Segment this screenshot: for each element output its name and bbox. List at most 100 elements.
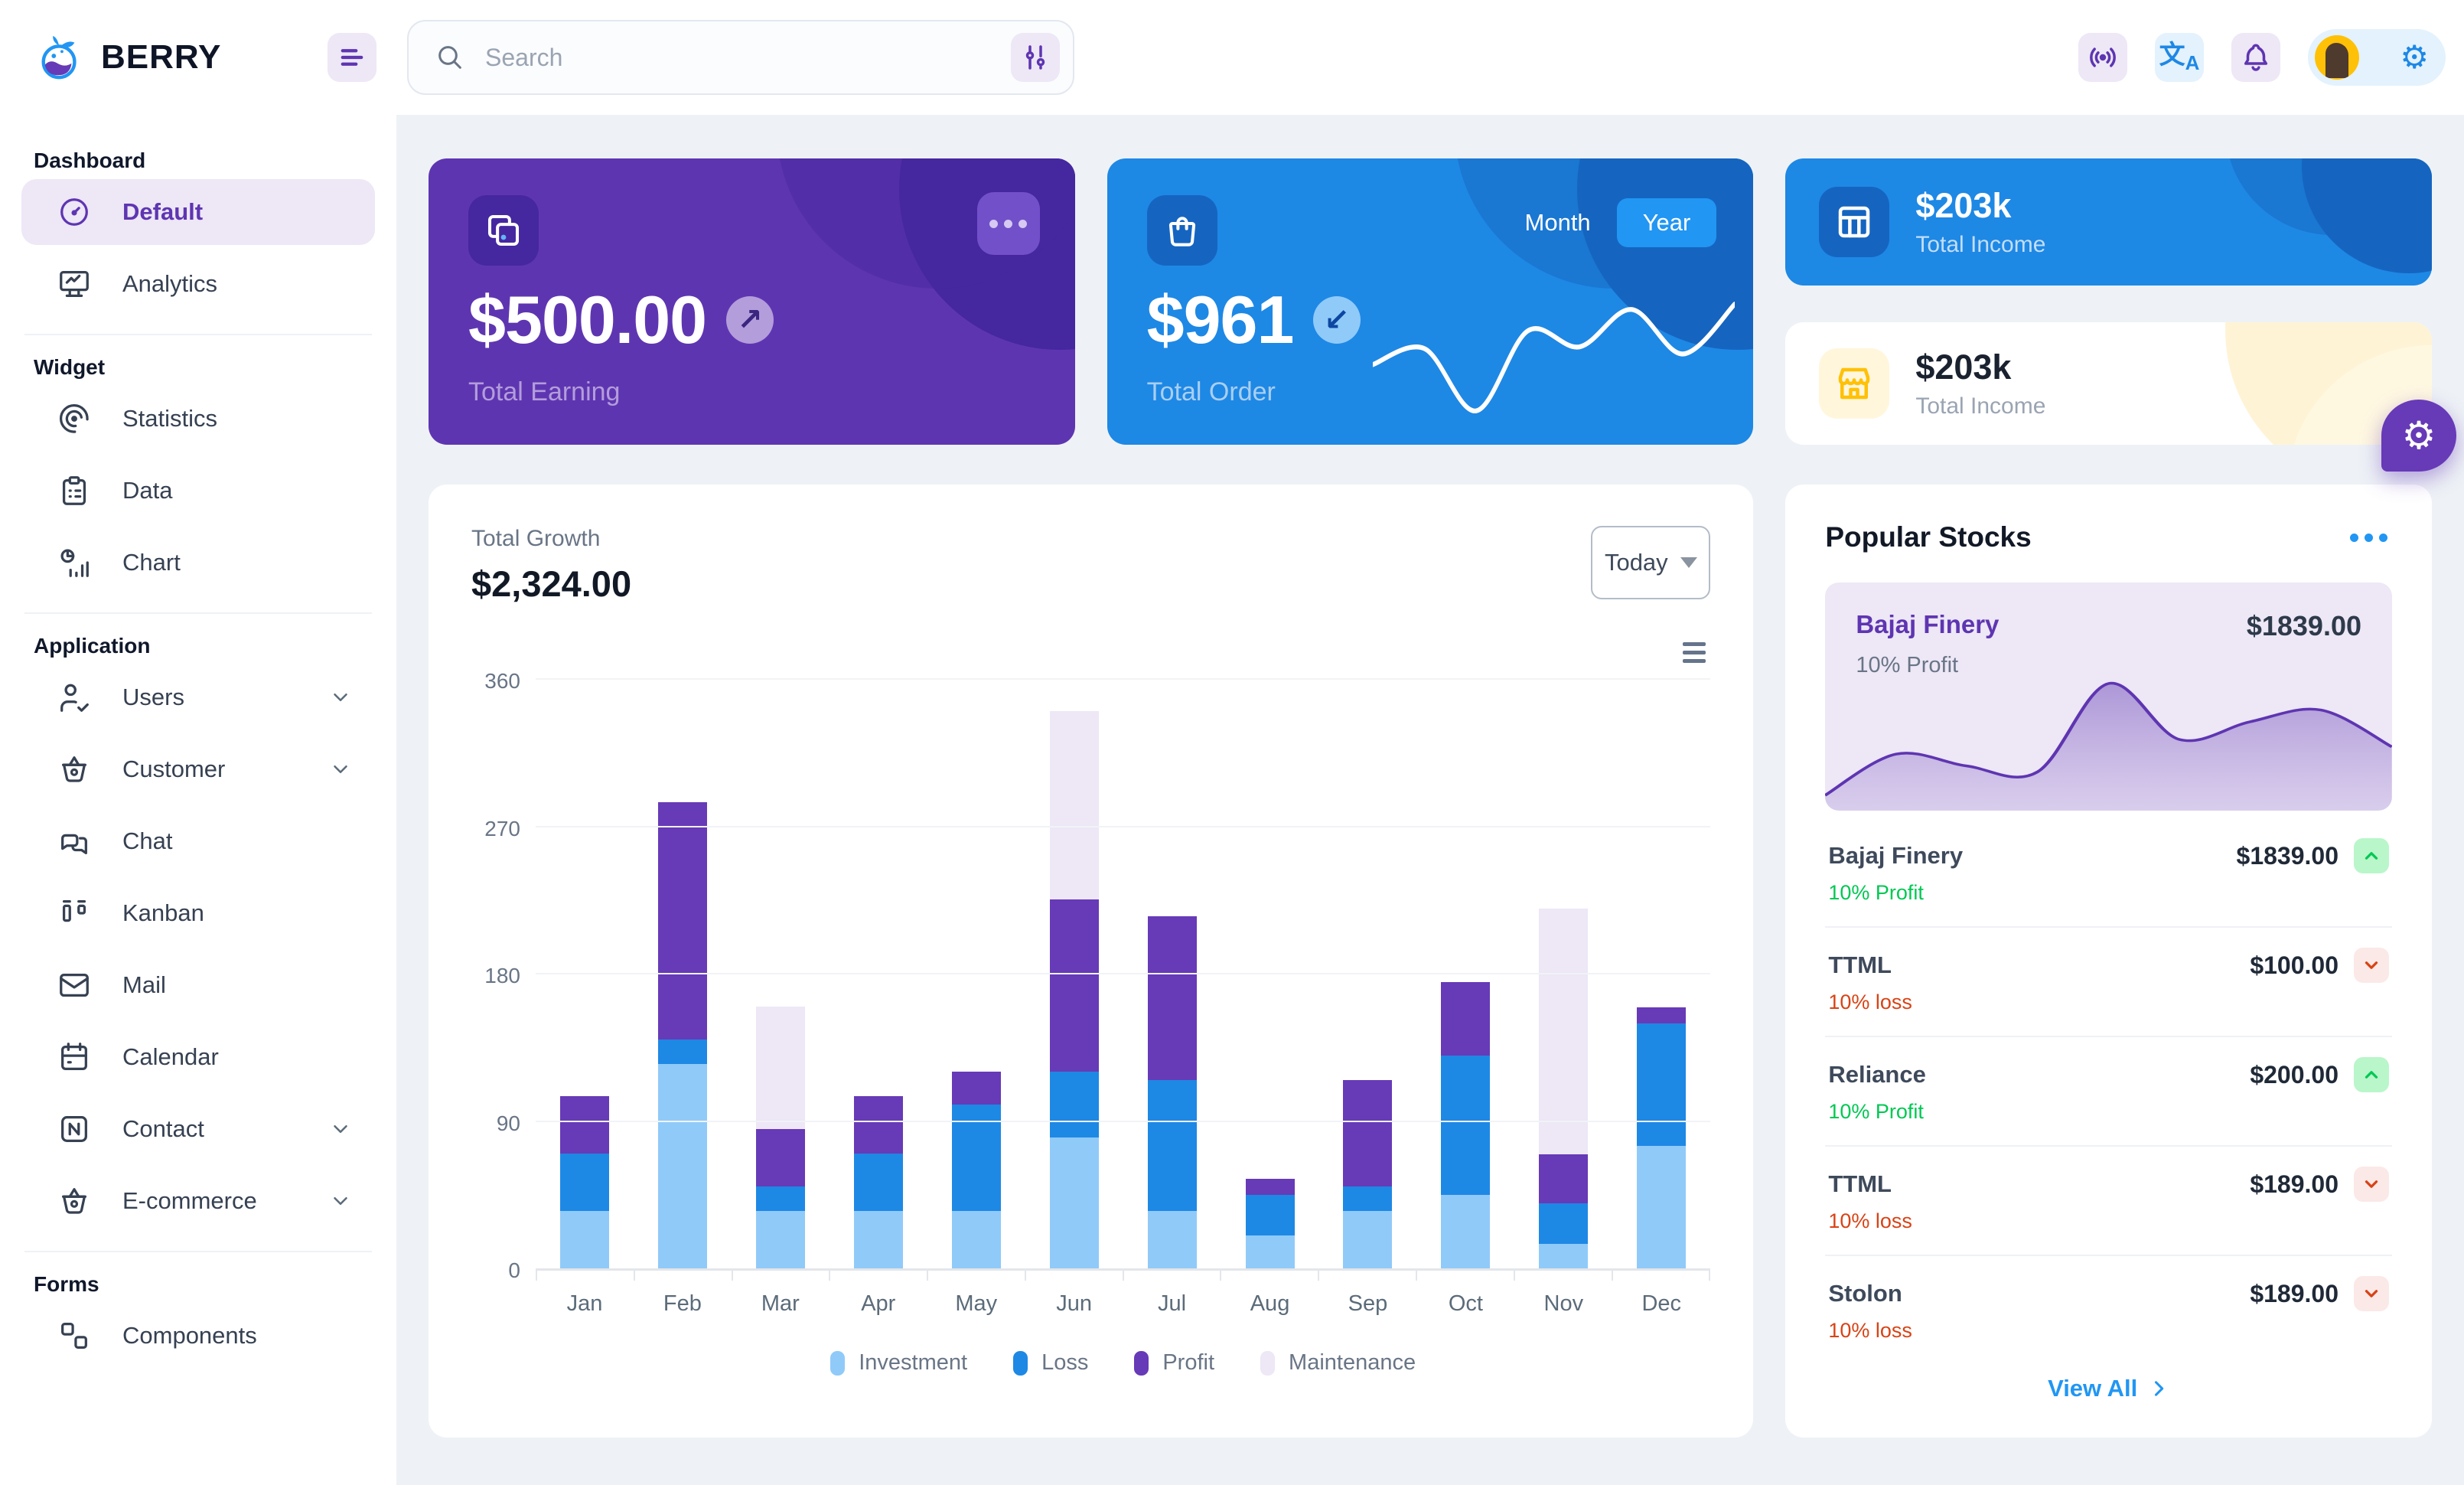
sidebar-item-e-commerce[interactable]: E-commerce — [21, 1168, 375, 1234]
sidebar: Dashboard Default Analytics Widget Statistic… — [0, 115, 398, 1485]
broadcast-icon — [2090, 47, 2116, 67]
axis-tick — [829, 1271, 927, 1281]
search-input[interactable] — [485, 43, 1011, 72]
sidebar-item-calendar[interactable]: Calendar — [21, 1024, 375, 1090]
legend-swatch — [1260, 1350, 1276, 1376]
bar-segment-investment — [1637, 1146, 1687, 1268]
income-light-avatar — [1819, 348, 1890, 419]
chevron-down-icon — [329, 1190, 352, 1212]
stock-row-reliance: Reliance $200.00 10% Profit — [1825, 1037, 2392, 1147]
sidebar-item-users[interactable]: Users — [21, 664, 375, 730]
bar-segment-loss — [559, 1154, 609, 1211]
bar-segment-investment — [1147, 1211, 1197, 1268]
popular-stocks-panel: Popular Stocks Bajaj Finery $1839.00 10%… — [1785, 485, 2432, 1438]
y-axis-tick-label: 90 — [496, 1111, 520, 1135]
copy-cards-icon — [487, 214, 520, 246]
income-light-amount: $203k — [1915, 348, 2012, 387]
sidebar-item-label: Kanban — [122, 899, 204, 926]
sidebar-item-contact[interactable]: Contact — [21, 1096, 375, 1162]
search-icon — [438, 46, 461, 69]
legend-item-loss[interactable]: Loss — [1013, 1350, 1088, 1376]
stacked-bar-dec — [1637, 1007, 1687, 1268]
sidebar-item-label: Data — [122, 477, 173, 504]
x-axis-label: Aug — [1250, 1291, 1290, 1316]
month-toggle-button[interactable]: Month — [1524, 209, 1591, 236]
stock-name: TTML — [1828, 951, 1892, 978]
sidebar-item-data[interactable]: Data — [21, 458, 375, 524]
earning-more-button[interactable] — [976, 192, 1040, 255]
legend-item-maintenance[interactable]: Maintenance — [1260, 1350, 1416, 1376]
growth-bar-chart: 0 90 180 270 360 Jan Feb Mar Apr May Jun Jul Aug Sep… — [471, 669, 1711, 1376]
chart-menu-button[interactable] — [1683, 642, 1706, 663]
avatar — [2315, 35, 2359, 80]
stacked-bar-jan — [559, 1096, 609, 1268]
bar-segment-investment — [1539, 1244, 1589, 1268]
period-select[interactable]: Today — [1591, 526, 1711, 599]
bar-segment-profit — [853, 1096, 903, 1154]
growth-label: Total Growth — [471, 526, 601, 551]
sidebar-item-label: Customer — [122, 756, 226, 782]
legend-item-profit[interactable]: Profit — [1134, 1350, 1214, 1376]
bar-segment-loss — [1539, 1203, 1589, 1244]
view-all-link[interactable]: View All — [1825, 1364, 2392, 1407]
bar-segment-investment — [1245, 1235, 1295, 1268]
stock-price: $200.00 — [2250, 1060, 2339, 1088]
theme-customize-button[interactable]: ⚙ — [2381, 400, 2456, 472]
chevron-down-icon — [329, 686, 352, 709]
sidebar-item-label: Contact — [122, 1115, 204, 1142]
bar-segment-maintenance — [1049, 711, 1099, 899]
stock-change-label: 10% loss — [1828, 1209, 1912, 1232]
sidebar-item-mail[interactable]: Mail — [21, 952, 375, 1018]
sidebar-item-label: E-commerce — [122, 1187, 257, 1214]
trend-up-badge: ↗ — [716, 286, 784, 354]
bar-segment-loss — [1245, 1195, 1295, 1235]
sidebar-item-analytics[interactable]: Analytics — [21, 251, 375, 317]
sidebar-item-label: Calendar — [122, 1043, 219, 1070]
live-status-button[interactable] — [2078, 33, 2127, 82]
view-all-label: View All — [2048, 1375, 2138, 1402]
legend-label: Investment — [859, 1350, 968, 1375]
stocks-title: Popular Stocks — [1825, 521, 2032, 553]
berry-logo-icon — [41, 35, 77, 80]
legend-item-investment[interactable]: Investment — [830, 1350, 967, 1376]
legend-swatch — [1013, 1350, 1028, 1376]
x-axis-label: Jan — [566, 1291, 603, 1316]
sidebar-item-customer[interactable]: Customer — [21, 736, 375, 802]
sidebar-item-default[interactable]: Default — [21, 179, 375, 245]
brand: BERRY — [37, 34, 230, 81]
y-axis-tick-label: 270 — [484, 816, 520, 840]
bar-segment-investment — [1343, 1211, 1393, 1268]
legend-swatch — [1134, 1350, 1149, 1376]
sidebar-item-statistics[interactable]: Statistics — [21, 386, 375, 452]
bar-segment-profit — [1539, 1154, 1589, 1203]
user-check-icon — [57, 680, 92, 715]
income-blue-label: Total Income — [1915, 232, 2046, 257]
bar-segment-profit — [657, 802, 707, 1040]
nfc-icon — [57, 1111, 92, 1147]
notifications-button[interactable] — [2231, 33, 2280, 82]
bar-segment-profit — [1637, 1007, 1687, 1023]
total-income-light-card: $203k Total Income — [1785, 322, 2432, 445]
trend-down-badge — [2354, 1167, 2389, 1202]
earning-avatar — [468, 195, 539, 266]
x-axis-label: Sep — [1348, 1291, 1388, 1316]
sidebar-toggle-button[interactable] — [328, 33, 376, 82]
stock-name: Reliance — [1828, 1061, 1926, 1088]
stock-price: $100.00 — [2250, 951, 2339, 979]
year-toggle-button[interactable]: Year — [1616, 198, 1717, 247]
stocks-more-button[interactable] — [2345, 529, 2392, 547]
bar-segment-loss — [1147, 1080, 1197, 1211]
sidebar-item-components[interactable]: Components — [21, 1303, 375, 1369]
sidebar-item-label: Users — [122, 684, 184, 710]
sidebar-item-chart[interactable]: Chart — [21, 530, 375, 596]
income-blue-amount: $203k — [1915, 186, 2012, 225]
earning-label: Total Earning — [468, 377, 621, 406]
search-filter-button[interactable] — [1011, 33, 1060, 82]
layout-kanban-icon — [57, 896, 92, 931]
profile-menu-button[interactable]: ⚙ — [2308, 29, 2446, 86]
bar-segment-investment — [755, 1211, 805, 1268]
language-button[interactable]: 文A — [2155, 33, 2204, 82]
sidebar-item-chat[interactable]: Chat — [21, 808, 375, 874]
sidebar-item-kanban[interactable]: Kanban — [21, 880, 375, 946]
